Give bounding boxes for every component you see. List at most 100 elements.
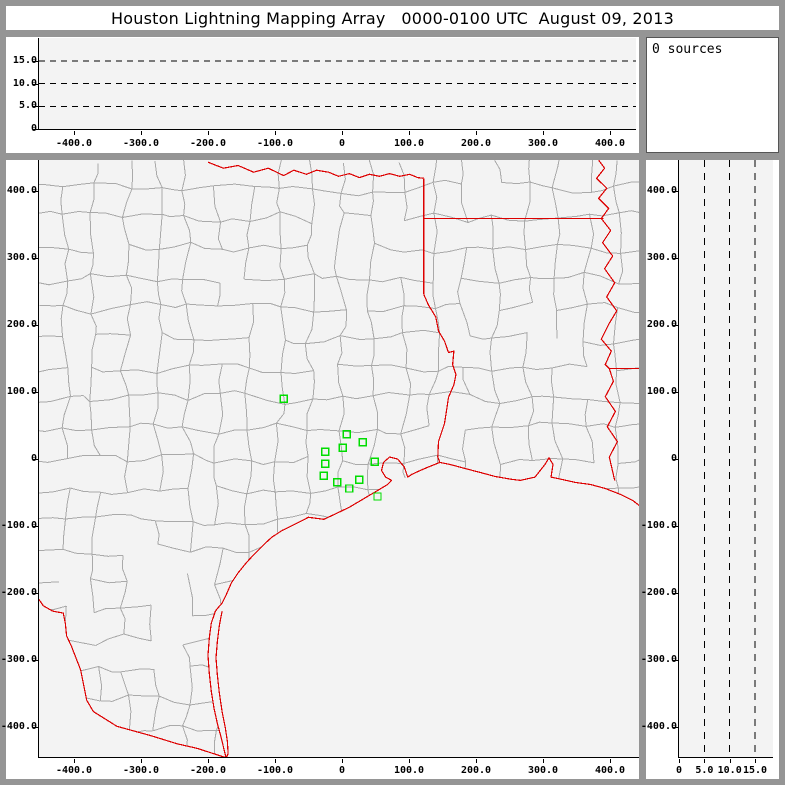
y-tick-mark	[33, 258, 38, 259]
y-tick-label: 15.0	[12, 54, 37, 66]
altitude-ns-plot-area[interactable]	[678, 160, 773, 758]
plan-view-map-panel: -400.0 -300.0 -200.0 -100.0 0 100.0 200.0 300.0…	[1, 160, 639, 779]
y-tick-mark	[33, 727, 38, 728]
altitude-time-panel: -400.0 -300.0 -200.0 -100.0 0 100.0 200.0 300.0…	[6, 37, 639, 153]
x-tick-label: 300.0	[527, 138, 559, 149]
state-boundaries	[39, 160, 639, 757]
y-tick-label: 300.0	[6, 252, 37, 263]
y-tick-mark	[33, 593, 38, 594]
x-tick-label: 200.0	[460, 138, 492, 149]
y-tick-label: 10.0	[12, 77, 37, 89]
y-tick-label: 200.0	[6, 319, 37, 330]
altitude-ew-svg	[39, 60, 636, 107]
x-tick-label: -100.0	[256, 138, 294, 149]
x-tick-label: 300.0	[527, 765, 559, 776]
y-tick-mark	[673, 526, 678, 527]
y-tick-label: -200.0	[0, 587, 37, 598]
mississippi-river-border	[595, 160, 619, 481]
y-tick-label: 0	[30, 453, 37, 464]
altitude-ns-panel: 0 5.0 10.0 15.0 400.0 300.0 200.0 100.0 0 -100.0 -…	[641, 160, 779, 779]
lma-station-marker	[321, 459, 330, 468]
y-tick-label: -100.0	[0, 520, 37, 531]
x-tick-label: -400.0	[55, 138, 93, 149]
x-tick-label: -300.0	[122, 765, 160, 776]
y-tick-mark	[33, 191, 38, 192]
x-tick-label: 200.0	[460, 765, 492, 776]
rio-grande-border	[39, 598, 226, 757]
y-tick-mark	[673, 727, 678, 728]
title-bar: Houston Lightning Mapping Array 0000-010…	[6, 6, 779, 30]
x-tick-mark	[409, 131, 410, 135]
x-tick-mark	[409, 759, 410, 763]
y-tick-label: -300.0	[640, 654, 677, 665]
x-tick-label: 15.0	[743, 765, 768, 776]
lma-station-marker	[333, 478, 342, 487]
lma-station-marker	[338, 443, 347, 452]
y-tick-label: 300.0	[646, 252, 677, 263]
lma-station-marker	[321, 447, 330, 456]
red-river-tx-ok-border	[207, 161, 424, 179]
y-tick-mark	[33, 129, 38, 130]
plan-view-map-plot-area[interactable]	[38, 160, 639, 758]
x-tick-mark	[141, 131, 142, 135]
x-tick-mark	[543, 131, 544, 135]
y-tick-label: -400.0	[0, 721, 37, 732]
lma-station-marker	[319, 471, 329, 480]
y-tick-mark	[33, 660, 38, 661]
altitude-ns-svg	[703, 160, 756, 757]
x-tick-label: -300.0	[122, 138, 160, 149]
x-tick-mark	[141, 759, 142, 763]
x-tick-mark	[543, 759, 544, 763]
lma-station-marker	[345, 484, 354, 493]
altitude-ew-plot-area[interactable]	[38, 38, 636, 130]
y-tick-mark	[33, 459, 38, 460]
lma-stations	[279, 394, 382, 501]
y-tick-label: -300.0	[0, 654, 37, 665]
x-tick-mark	[342, 759, 343, 763]
y-tick-mark	[33, 392, 38, 393]
tx-la-border	[423, 293, 457, 463]
x-tick-mark	[342, 131, 343, 135]
x-tick-mark	[704, 759, 706, 763]
y-tick-mark	[673, 191, 678, 192]
x-tick-label: -400.0	[55, 765, 93, 776]
window-title: Houston Lightning Mapping Array 0000-010…	[111, 8, 674, 28]
x-tick-label: 0	[338, 765, 346, 776]
y-tick-label: 400.0	[646, 185, 677, 196]
y-tick-label: -100.0	[640, 520, 677, 531]
sources-count-panel: 0 sources	[646, 37, 779, 153]
x-tick-label: -200.0	[189, 138, 227, 149]
y-tick-label: 100.0	[646, 386, 677, 397]
lma-station-marker	[279, 394, 288, 403]
x-tick-mark	[610, 131, 611, 135]
x-tick-label: 0	[338, 138, 346, 149]
x-tick-mark	[74, 759, 75, 763]
lma-station-marker	[370, 457, 379, 466]
x-tick-mark	[755, 759, 757, 763]
padre-island-barrier	[215, 610, 229, 757]
y-tick-mark	[673, 258, 678, 259]
y-tick-mark	[33, 526, 38, 527]
y-tick-mark	[673, 459, 678, 460]
x-tick-mark	[679, 759, 680, 763]
x-tick-label: 10.0	[717, 765, 742, 776]
x-tick-mark	[208, 131, 209, 135]
y-tick-label: 400.0	[6, 185, 37, 196]
x-tick-mark	[74, 131, 75, 135]
y-tick-label: -200.0	[640, 587, 677, 598]
map-svg	[39, 160, 639, 757]
x-tick-label: 100.0	[393, 138, 425, 149]
x-tick-label: 400.0	[594, 138, 626, 149]
x-tick-mark	[275, 759, 276, 763]
x-tick-mark	[476, 759, 477, 763]
y-tick-label: 5.0	[18, 100, 37, 112]
x-tick-label: 400.0	[594, 765, 626, 776]
y-tick-mark	[673, 593, 678, 594]
x-tick-label: -100.0	[256, 765, 294, 776]
y-tick-mark	[673, 325, 678, 326]
x-tick-label: 5.0	[695, 765, 714, 776]
y-tick-mark	[673, 660, 678, 661]
y-tick-label: 200.0	[646, 319, 677, 330]
lma-station-marker	[373, 492, 382, 501]
